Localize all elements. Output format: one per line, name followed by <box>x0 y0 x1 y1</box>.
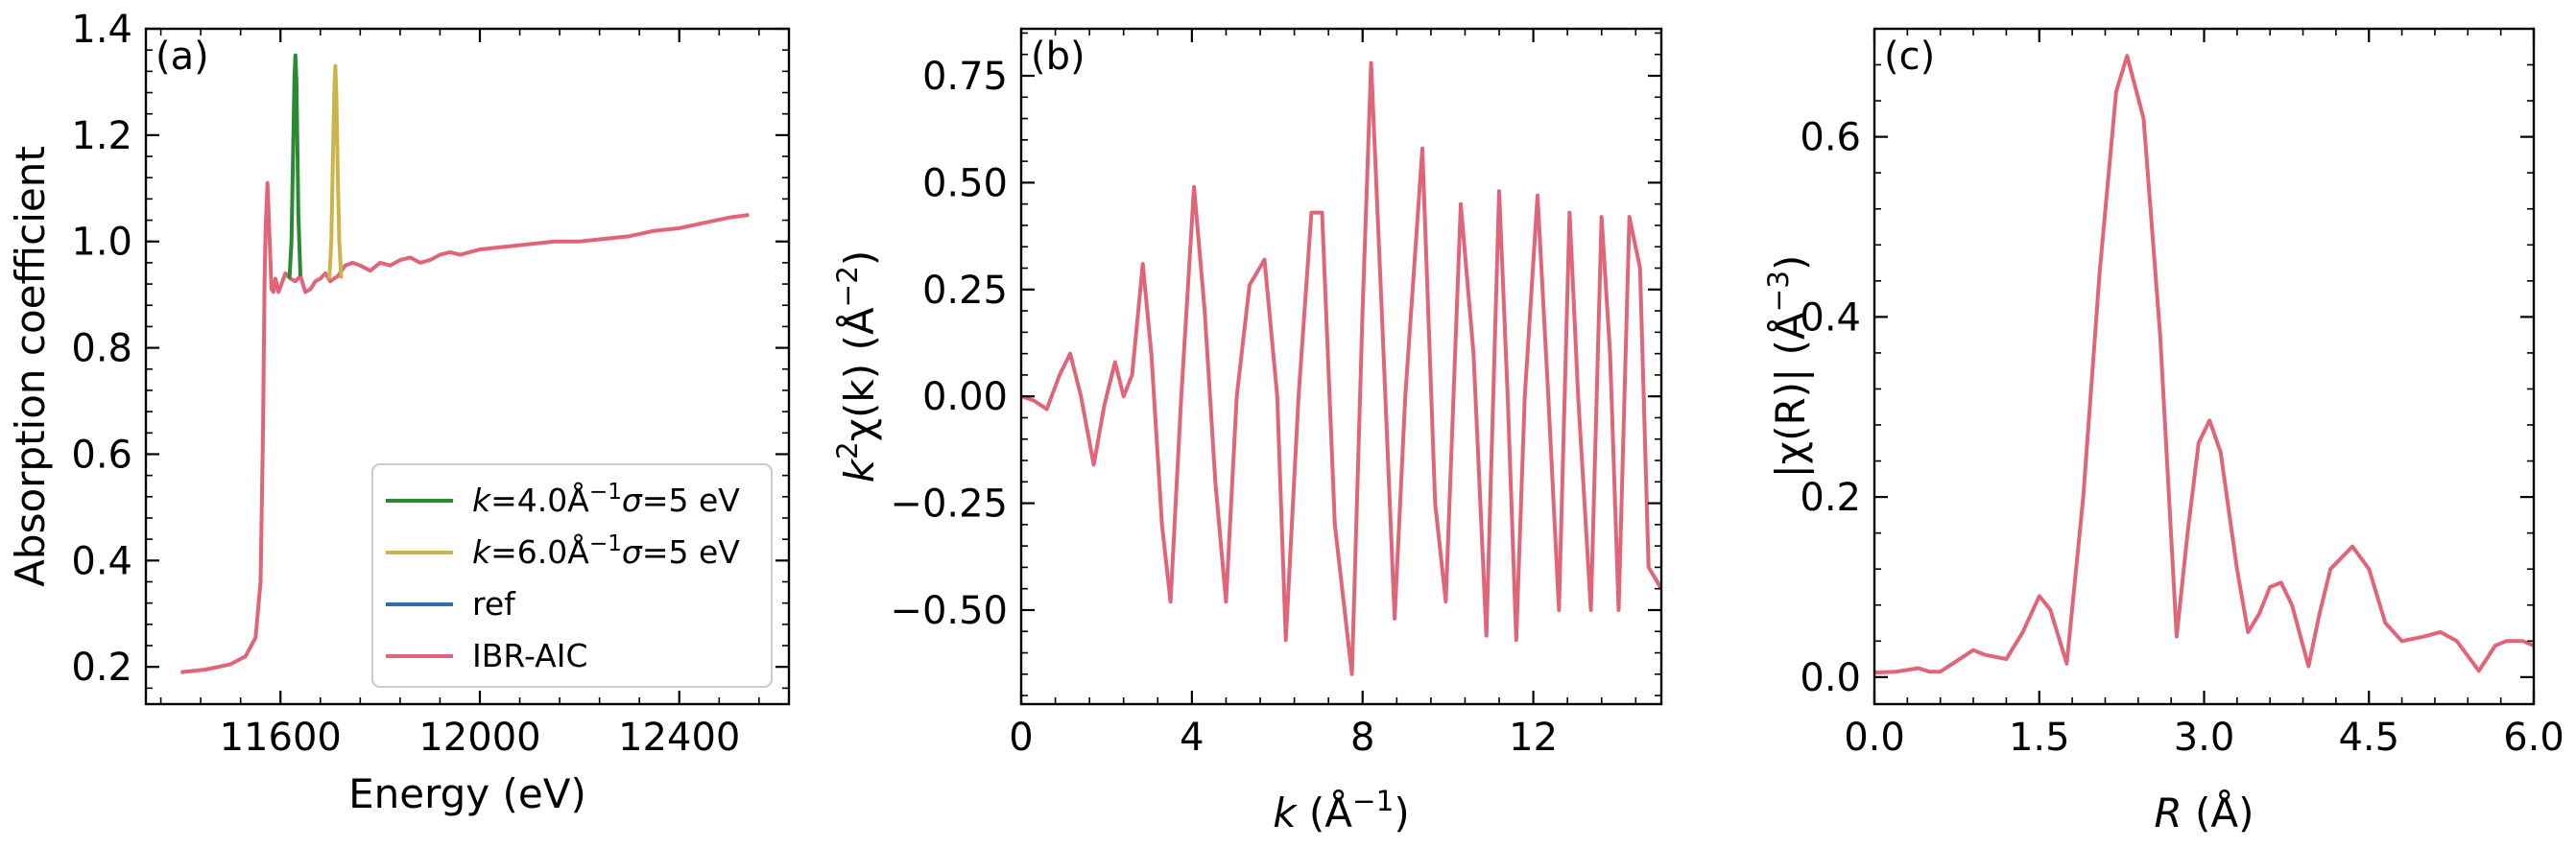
panel-label: (c) <box>1884 35 1935 79</box>
x-tick-label: 0.0 <box>1844 716 1905 760</box>
y-tick-label: 0.6 <box>71 433 132 477</box>
series-line-3 <box>327 63 344 279</box>
y-tick-label: 1.2 <box>71 114 132 158</box>
plot-frame <box>1872 27 2536 706</box>
y-tick-label: 0.4 <box>71 539 132 583</box>
x-tick-label: 3.0 <box>2174 716 2235 760</box>
legend: k=4.0Å−1σ=5 eV k=6.0Å−1σ=5 eV ref IBR-AIC <box>371 463 773 688</box>
y-tick-label: 0.00 <box>922 375 1008 419</box>
y-axis-label: k2χ(k) (Å−2) <box>831 250 883 483</box>
y-tick-label: 0.50 <box>922 161 1008 205</box>
x-tick-label: 12000 <box>418 716 540 760</box>
panel-c: 0.0 1.5 3.0 4.5 6.0 0.0 0.2 0.4 0.6 (c) R (Å) |χ(R)… <box>1762 27 2564 836</box>
plot-frame <box>1019 27 1663 706</box>
legend-entry: IBR-AIC <box>472 637 588 674</box>
y-axis-label: |χ(R)| (Å−3) <box>1762 255 1814 479</box>
series-line-1 <box>1021 60 1661 676</box>
x-tick-label: 6.0 <box>2503 716 2564 760</box>
legend-entry: k=6.0Å−1σ=5 eV <box>472 531 740 571</box>
y-tick-label: 0.2 <box>71 646 132 690</box>
x-tick-label: 12400 <box>618 716 740 760</box>
y-tick-label: 0.0 <box>1800 656 1861 700</box>
y-tick-label: 0.25 <box>922 269 1008 313</box>
panel-label: (a) <box>155 35 209 79</box>
series-line-1 <box>180 180 750 674</box>
panel-a: 11600 12000 12400 0.2 0.4 0.6 0.8 1.0 1.2 1.4 (a) E… <box>7 8 791 817</box>
y-tick-label: 1.4 <box>71 8 132 52</box>
y-tick-label: 0.4 <box>1800 295 1861 340</box>
series-line-1 <box>1874 54 2534 675</box>
y-tick-label: 0.2 <box>1800 476 1861 520</box>
x-tick-label: 8 <box>1350 716 1374 760</box>
x-tick-label: 11600 <box>220 716 342 760</box>
x-axis-label: R (Å) <box>2154 789 2254 836</box>
plot-frame <box>144 27 791 706</box>
legend-entry: ref <box>472 585 516 623</box>
x-tick-label: 12 <box>1509 716 1558 760</box>
x-tick-label: 4.5 <box>2338 716 2399 760</box>
panel-b: 0 4 8 12 −0.50 −0.25 0.00 0.25 0.50 0.75 (b) k (Å−1… <box>831 27 1663 836</box>
series-line-2 <box>287 53 302 279</box>
x-axis-label: Energy (eV) <box>348 770 586 817</box>
y-tick-label: −0.25 <box>890 483 1008 527</box>
y-tick-label: 0.6 <box>1800 116 1861 160</box>
legend-entry: k=4.0Å−1σ=5 eV <box>472 480 740 519</box>
y-tick-label: 0.75 <box>922 55 1008 99</box>
panel-label: (b) <box>1031 35 1085 79</box>
x-tick-label: 1.5 <box>2009 716 2070 760</box>
x-tick-label: 4 <box>1180 716 1204 760</box>
y-tick-label: 0.8 <box>71 327 132 371</box>
y-tick-label: 1.0 <box>71 221 132 265</box>
x-tick-label: 0 <box>1009 716 1033 760</box>
y-axis-label: Absorption coefficient <box>7 146 54 587</box>
y-tick-label: −0.50 <box>890 589 1008 633</box>
x-axis-label: k (Å−1) <box>1273 785 1410 836</box>
